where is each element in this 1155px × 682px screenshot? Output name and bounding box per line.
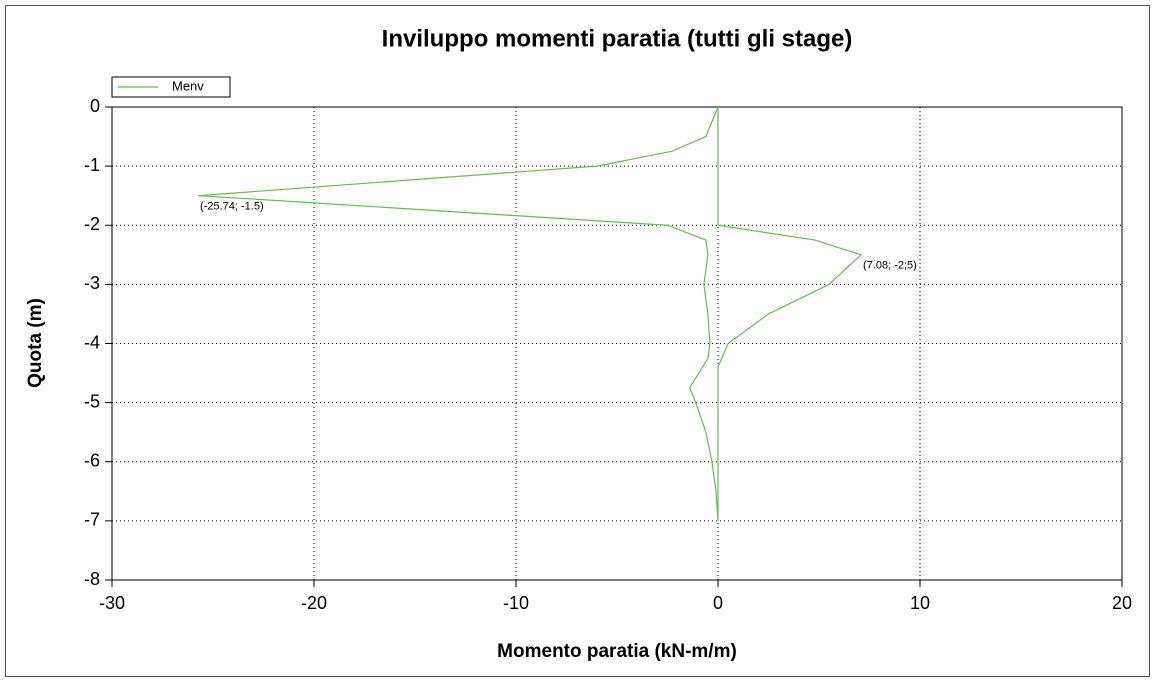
y-tick-label: -6 bbox=[84, 451, 100, 471]
x-tick-label: 0 bbox=[713, 593, 723, 613]
legend-label: Menv bbox=[172, 78, 204, 93]
y-tick-label: -2 bbox=[84, 214, 100, 234]
data-line bbox=[198, 106, 863, 521]
y-tick-label: -1 bbox=[84, 155, 100, 175]
annotation: (-25.74; -1.5) bbox=[200, 201, 264, 213]
annotation: (7.08; -2;5) bbox=[863, 260, 917, 272]
y-tick-label: 0 bbox=[90, 96, 100, 116]
x-tick-label: -10 bbox=[503, 593, 529, 613]
y-axis-label: Quota (m) bbox=[25, 298, 46, 388]
y-tick-label: -3 bbox=[84, 273, 100, 293]
x-tick-label: -20 bbox=[301, 593, 327, 613]
x-tick-label: 20 bbox=[1112, 593, 1132, 613]
chart-title: Inviluppo momenti paratia (tutti gli sta… bbox=[382, 25, 853, 52]
y-tick-label: -4 bbox=[84, 332, 100, 352]
y-tick-label: -7 bbox=[84, 510, 100, 530]
x-tick-label: -30 bbox=[99, 593, 125, 613]
frame bbox=[5, 5, 1150, 677]
x-tick-label: 10 bbox=[910, 593, 930, 613]
x-axis-label: Momento paratia (kN-m/m) bbox=[497, 641, 737, 662]
plot-area bbox=[111, 106, 1123, 581]
y-tick-label: -8 bbox=[84, 569, 100, 589]
y-tick-label: -5 bbox=[84, 391, 100, 411]
legend-box bbox=[111, 76, 231, 98]
